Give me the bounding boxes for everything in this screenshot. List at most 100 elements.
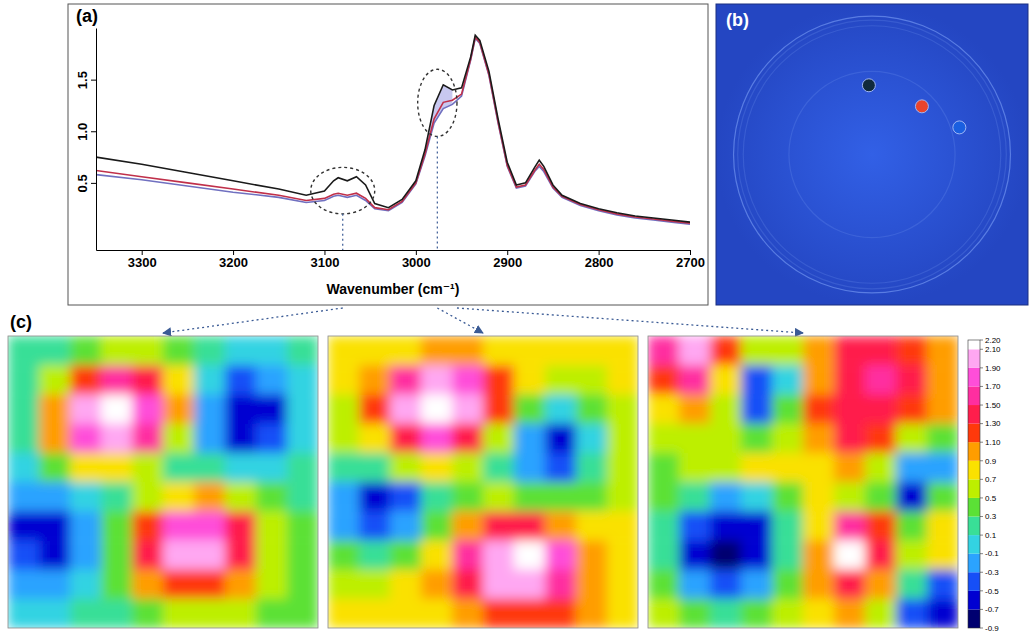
- heatmap-cell: [256, 336, 288, 366]
- heatmap-cell: [710, 570, 742, 600]
- heatmap-cell: [648, 365, 680, 395]
- tick: 1.5: [75, 71, 96, 89]
- colorbar-band: [968, 535, 980, 554]
- colorbar-label: 0.7: [985, 475, 997, 484]
- heatmap-cell: [865, 511, 897, 541]
- heatmap-cell: [896, 570, 928, 600]
- heatmap-cell: [8, 570, 40, 600]
- heatmap-cell: [359, 570, 391, 600]
- heatmap-cell: [896, 482, 928, 512]
- heatmap-cell: [803, 365, 835, 395]
- heatmap-cell: [225, 511, 257, 541]
- heatmap-cell: [287, 424, 318, 454]
- heatmap-cell: [741, 511, 773, 541]
- heatmap-cell: [101, 511, 133, 541]
- heatmap-cell: [194, 511, 226, 541]
- colorbar-band: [968, 340, 980, 349]
- plot-area: [96, 35, 690, 224]
- heatmap-cell: [834, 599, 866, 628]
- heatmap-cell: [132, 453, 164, 483]
- heatmap-cells: [8, 336, 318, 628]
- colorbar-band: [968, 368, 980, 387]
- heatmap-cell: [452, 599, 484, 628]
- heatmap-cell: [834, 570, 866, 600]
- heatmap-cell: [225, 365, 257, 395]
- heatmap-cell: [132, 336, 164, 366]
- heatmap-cell: [225, 570, 257, 600]
- heatmap: [328, 336, 638, 628]
- heatmap-cell: [163, 424, 195, 454]
- connector: [437, 136, 438, 250]
- colorbar-label: 1.70: [985, 382, 1001, 391]
- heatmap-cell: [648, 570, 680, 600]
- heatmap-cell: [39, 424, 71, 454]
- tick-label: 3100: [311, 255, 340, 270]
- heatmap-cell: [70, 453, 102, 483]
- colorbar-label: -0.7: [985, 605, 999, 614]
- colorbar-tick: [980, 572, 983, 573]
- heatmap-cell: [545, 394, 577, 424]
- heatmap-cell: [772, 540, 804, 570]
- heatmap-cell: [514, 599, 546, 628]
- heatmap-cell: [576, 336, 608, 366]
- heatmap-cell: [483, 511, 515, 541]
- heatmap-cell: [483, 599, 515, 628]
- tick-label: 3300: [128, 255, 157, 270]
- colorbar-tick: [980, 349, 983, 350]
- heatmap-cell: [741, 540, 773, 570]
- heatmap-cell: [328, 365, 360, 395]
- heatmap-cell: [607, 453, 638, 483]
- heatmap-cell: [256, 570, 288, 600]
- heatmap-cell: [927, 511, 958, 541]
- heatmap-cell: [576, 365, 608, 395]
- heatmap-cell: [225, 540, 257, 570]
- tick: 2800: [585, 250, 614, 270]
- heatmap-cell: [70, 365, 102, 395]
- heatmap-cell: [772, 482, 804, 512]
- heatmap-cell: [287, 336, 318, 366]
- tick-mark: [91, 131, 96, 132]
- heatmap-cell: [194, 424, 226, 454]
- image-ring: [789, 71, 955, 237]
- axis-line: [97, 250, 691, 251]
- heatmap-cell: [927, 453, 958, 483]
- heatmap-cell: [452, 511, 484, 541]
- heatmap-cell: [483, 482, 515, 512]
- colorbar-band: [968, 517, 980, 536]
- heatmap-cell: [648, 453, 680, 483]
- heatmap-cell: [421, 511, 453, 541]
- image-ring: [743, 26, 1001, 284]
- heatmap-cell: [607, 424, 638, 454]
- image-ring: [738, 20, 1007, 289]
- heatmap-cell: [834, 511, 866, 541]
- heatmap-cell: [163, 599, 195, 628]
- heatmap-cell: [741, 365, 773, 395]
- panel-letter: (b): [726, 10, 749, 30]
- heatmap-cell: [772, 453, 804, 483]
- tick-label: 1.0: [75, 123, 90, 141]
- heatmap-cell: [132, 424, 164, 454]
- heatmap-cell: [514, 511, 546, 541]
- heatmap-cell: [39, 599, 71, 628]
- heatmap-cell: [8, 394, 40, 424]
- heatmap-cell: [772, 424, 804, 454]
- colorbar-tick: [980, 479, 983, 480]
- heatmap-cell: [101, 424, 133, 454]
- heatmap-cell: [545, 482, 577, 512]
- heatmap-cell: [741, 599, 773, 628]
- heatmap-cell: [772, 365, 804, 395]
- heatmap-cell: [483, 365, 515, 395]
- heatmap-cell: [772, 394, 804, 424]
- heatmap-cell: [865, 394, 897, 424]
- colorbar-band: [968, 442, 980, 461]
- heatmap-cell: [39, 336, 71, 366]
- heatmap-cell: [741, 424, 773, 454]
- heatmap-cell: [390, 599, 422, 628]
- colorbar-band: [968, 609, 980, 628]
- colorbar-tick: [980, 340, 983, 341]
- heatmap-cell: [8, 540, 40, 570]
- heatmap-cell: [710, 511, 742, 541]
- tick: 3100: [311, 250, 340, 270]
- heatmap-cell: [359, 482, 391, 512]
- heatmap-cell: [132, 540, 164, 570]
